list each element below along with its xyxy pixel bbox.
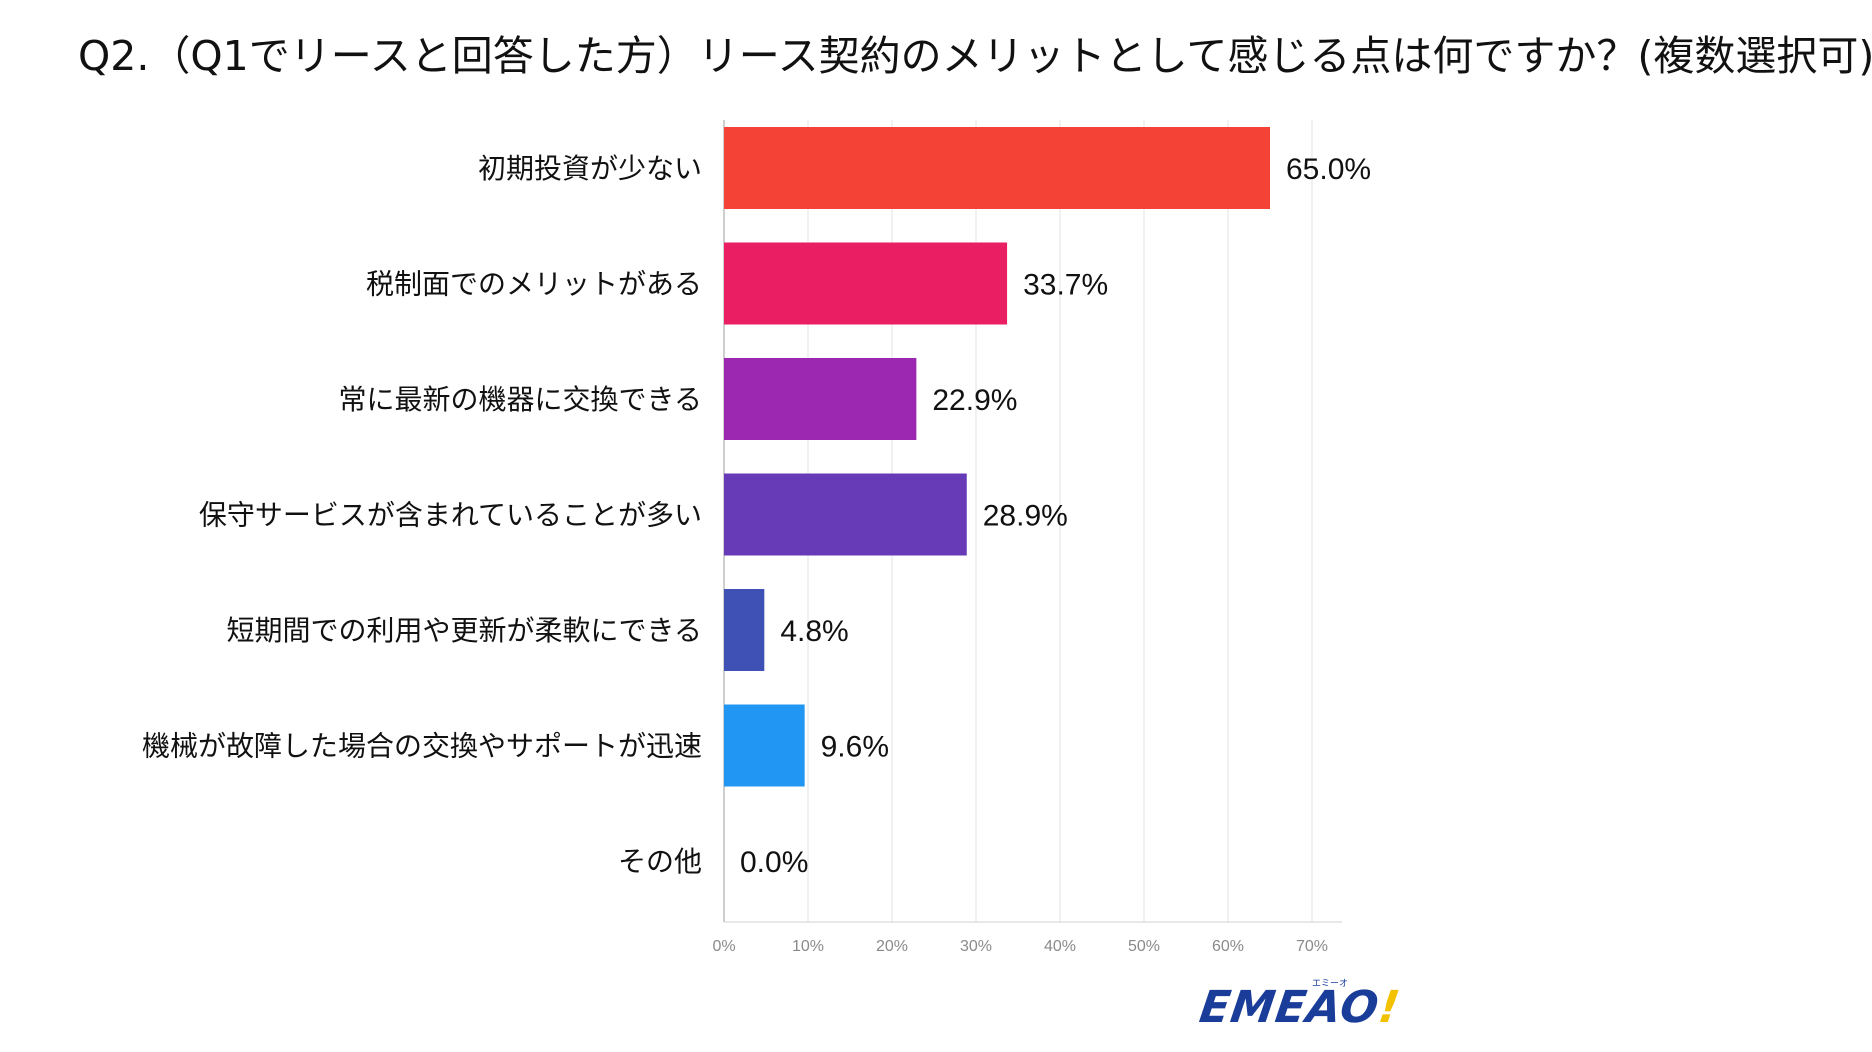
category-label: 機械が故障した場合の交換やサポートが迅速: [142, 730, 702, 763]
category-label: その他: [618, 845, 702, 878]
bar: [724, 358, 917, 440]
x-tick-label: 50%: [1128, 938, 1160, 955]
category-label: 短期間での利用や更新が柔軟にできる: [227, 614, 702, 647]
x-tick-label: 60%: [1212, 938, 1244, 955]
category-label: 初期投資が少ない: [478, 152, 702, 185]
value-label: 0.0%: [740, 846, 808, 879]
value-label: 28.9%: [983, 500, 1068, 533]
logo-kana: エミーオ: [1312, 979, 1349, 989]
chart-title: Q2.（Q1でリースと回答した方）リース契約のメリットとして感じる点は何ですか？…: [78, 32, 1872, 80]
value-label: 65.0%: [1286, 153, 1371, 186]
value-labels: 65.0% 33.7% 22.9% 28.9% 4.8% 9.6% 0.0%: [740, 153, 1371, 879]
logo-text: EMEAO: [1196, 982, 1383, 1033]
bars: [724, 127, 1270, 787]
bar: [724, 242, 1008, 325]
x-tick-label: 10%: [792, 938, 824, 955]
x-tick-label: 30%: [960, 938, 992, 955]
category-label: 保守サービスが含まれていることが多い: [199, 499, 702, 532]
value-label: 33.7%: [1023, 269, 1108, 302]
x-tick-label: 20%: [876, 938, 908, 955]
category-labels: 初期投資が少ない税制面でのメリットがある常に最新の機器に交換できる保守サービスが…: [142, 152, 702, 878]
value-label: 4.8%: [780, 615, 848, 648]
x-tick-label: 70%: [1296, 938, 1328, 955]
category-label: 税制面でのメリットがある: [366, 268, 702, 301]
logo-wordmark: EMEAO!: [1196, 982, 1403, 1033]
bar: [724, 704, 805, 787]
x-axis-ticks: 0% 10% 20% 30% 40% 50% 60% 70%: [712, 938, 1328, 955]
bar: [724, 589, 765, 671]
x-tick-label: 0%: [712, 938, 735, 955]
x-tick-label: 40%: [1044, 938, 1076, 955]
bar: [724, 473, 967, 556]
category-label: 常に最新の機器に交換できる: [339, 383, 702, 416]
bar: [724, 127, 1270, 209]
value-label: 22.9%: [932, 384, 1017, 417]
value-label: 9.6%: [821, 731, 889, 764]
emeao-logo: EMEAO! エミーオ: [1196, 976, 1403, 1036]
